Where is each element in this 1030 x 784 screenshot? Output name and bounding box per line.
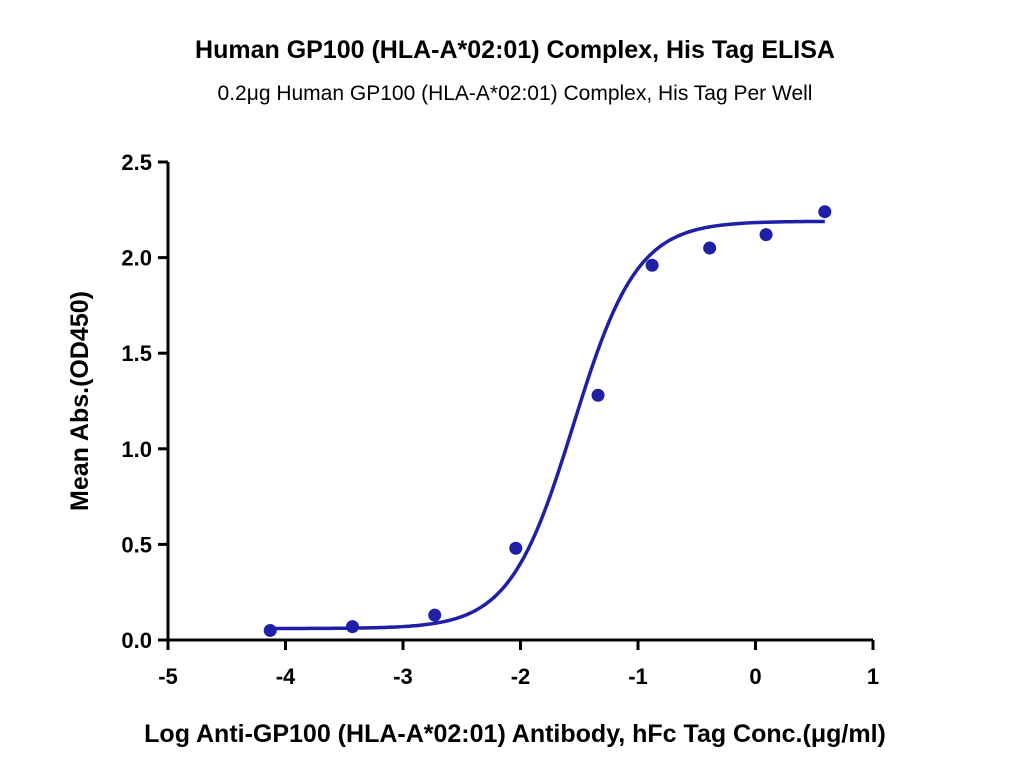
y-tick-label: 2.0 xyxy=(121,246,152,271)
chart-subtitle: 0.2μg Human GP100 (HLA-A*02:01) Complex,… xyxy=(218,82,813,105)
x-tick-label: -1 xyxy=(628,664,648,689)
data-point xyxy=(703,241,717,255)
x-tick-label: 1 xyxy=(867,664,879,689)
y-tick-label: 1.0 xyxy=(121,437,152,462)
data-point xyxy=(509,541,523,555)
data-points xyxy=(263,205,832,637)
data-point xyxy=(818,205,832,219)
x-tick-label: -5 xyxy=(158,664,178,689)
data-point xyxy=(263,623,277,637)
y-tick-label: 0.0 xyxy=(121,628,152,653)
x-tick-label: -3 xyxy=(393,664,413,689)
data-point xyxy=(345,620,359,634)
data-point xyxy=(428,608,442,622)
x-tick-label: 0 xyxy=(749,664,761,689)
y-axis-label: Mean Abs.(OD450) xyxy=(66,291,94,511)
y-tick-label: 1.5 xyxy=(121,341,152,366)
data-point xyxy=(591,388,605,402)
y-tick-label: 2.5 xyxy=(121,150,152,175)
x-axis-ticks: -5 -4 -3 -2 -1 0 1 xyxy=(158,640,879,689)
chart-title: Human GP100 (HLA-A*02:01) Complex, His T… xyxy=(195,36,835,64)
data-point xyxy=(759,228,773,242)
x-tick-label: -4 xyxy=(276,664,296,689)
y-axis-ticks: 0.0 0.5 1.0 1.5 2.0 2.5 xyxy=(121,150,168,653)
y-tick-label: 0.5 xyxy=(121,532,152,557)
fit-curve xyxy=(270,219,825,631)
x-axis-label: Log Anti-GP100 (HLA-A*02:01) Antibody, h… xyxy=(144,720,886,748)
x-tick-label: -2 xyxy=(511,664,531,689)
data-point xyxy=(645,258,659,272)
